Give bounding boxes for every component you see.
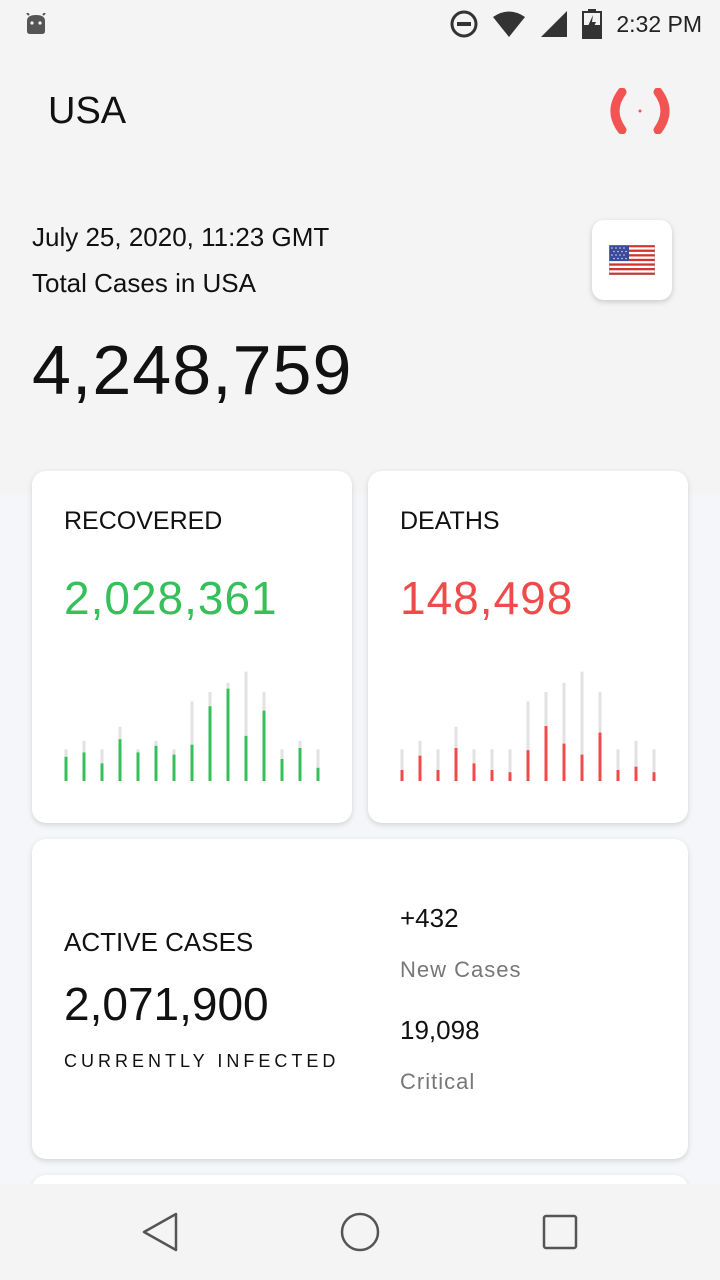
do-not-disturb-icon xyxy=(450,10,478,38)
currently-infected-label: CURRENTLY INFECTED xyxy=(64,1051,340,1071)
system-nav-bar xyxy=(0,1184,720,1280)
recovered-value: 2,028,361 xyxy=(64,572,278,624)
battery-charging-icon xyxy=(582,9,603,39)
deaths-label: DEATHS xyxy=(400,507,500,535)
status-time: 2:32 PM xyxy=(616,10,702,37)
recents-icon[interactable] xyxy=(536,1208,584,1256)
active-cases-value: 2,071,900 xyxy=(64,978,269,1030)
new-cases-label: New Cases xyxy=(400,957,522,982)
active-cases-card[interactable]: ACTIVE CASES 2,071,900 CURRENTLY INFECTE… xyxy=(32,839,688,1159)
critical-value: 19,098 xyxy=(400,1015,480,1045)
us-flag-icon xyxy=(609,245,655,275)
deaths-value: 148,498 xyxy=(400,572,574,624)
recovered-label: RECOVERED xyxy=(64,507,223,535)
page-title: USA xyxy=(48,90,127,132)
update-date: July 25, 2020, 11:23 GMT xyxy=(32,222,330,252)
total-cases-label: Total Cases in USA xyxy=(32,268,256,298)
home-icon[interactable] xyxy=(336,1208,384,1256)
critical-label: Critical xyxy=(400,1069,476,1094)
active-cases-label: ACTIVE CASES xyxy=(64,927,254,957)
status-bar: 2:32 PM xyxy=(0,0,720,48)
new-cases-value: +432 xyxy=(400,903,459,933)
deaths-card[interactable]: DEATHS 148,498 xyxy=(368,471,688,823)
live-pulse-icon[interactable] xyxy=(606,88,674,134)
recovered-trend-chart xyxy=(64,671,320,781)
back-icon[interactable] xyxy=(136,1208,184,1256)
wifi-icon xyxy=(493,11,526,37)
recovered-card[interactable]: RECOVERED 2,028,361 xyxy=(32,471,352,823)
signal-icon xyxy=(541,11,568,37)
android-icon xyxy=(26,13,46,34)
deaths-trend-chart xyxy=(400,671,656,781)
country-select-button[interactable] xyxy=(592,220,672,300)
total-cases-value: 4,248,759 xyxy=(32,331,353,409)
